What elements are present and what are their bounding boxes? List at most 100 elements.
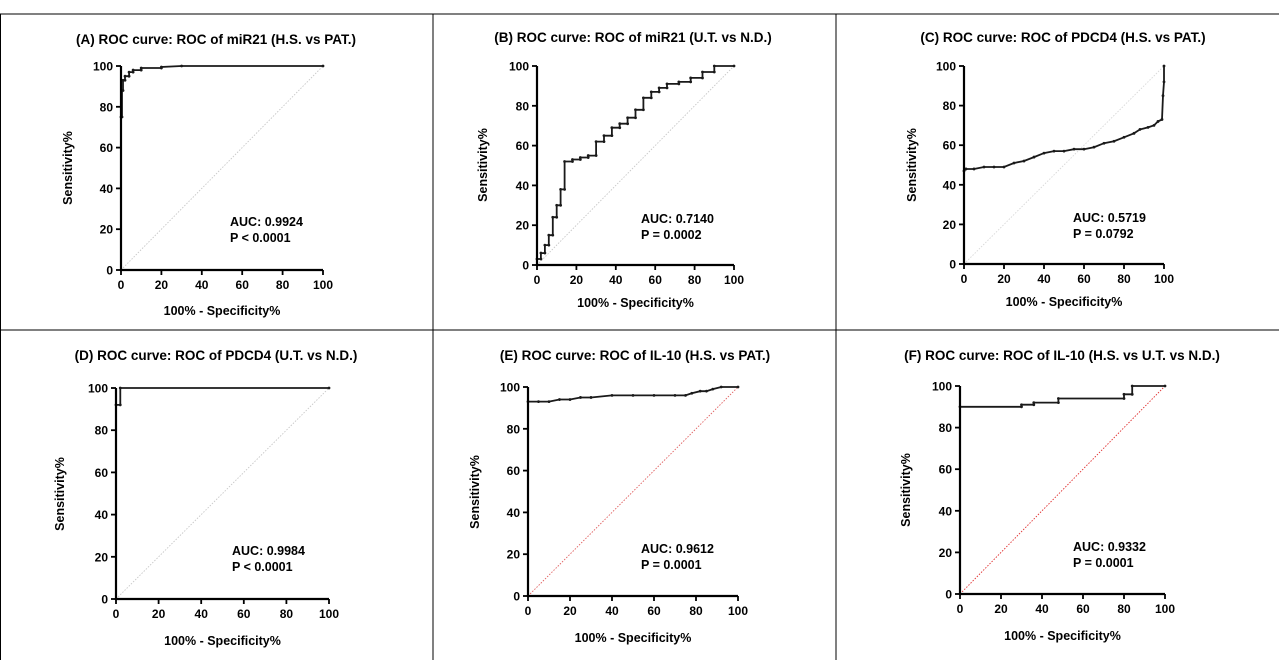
- panel-f-p-value-text: P = 0.0001: [1073, 556, 1134, 570]
- panel-d-y-axis-label: Sensitivity%: [53, 457, 67, 531]
- panel-a-point: [123, 74, 127, 78]
- panel-b-point: [649, 96, 653, 100]
- panel-b-point: [551, 233, 555, 237]
- panel-b-y-tick-label: 100: [509, 60, 529, 74]
- panel-f-y-tick-label: 60: [939, 463, 953, 477]
- panel-b: (B) ROC curve: ROC of miR21 (U.T. vs N.D…: [476, 30, 772, 310]
- panel-e-point: [690, 391, 694, 395]
- panel-b-y-tick-label: 0: [522, 259, 529, 273]
- panel-f-x-tick-label: 0: [957, 602, 964, 616]
- panel-c-point: [1161, 94, 1165, 98]
- panel-c-point: [972, 167, 976, 171]
- panel-f-point: [1032, 401, 1036, 405]
- panel-c-auc-text: AUC: 0.5719: [1073, 211, 1146, 225]
- panel-c-y-tick-label: 100: [936, 60, 956, 74]
- panel-c-x-tick-label: 20: [997, 272, 1011, 286]
- panel-e-point: [547, 400, 551, 404]
- panel-f-point: [1020, 405, 1023, 409]
- panel-e-x-tick-label: 80: [689, 604, 703, 618]
- panel-a-point: [139, 66, 143, 70]
- panel-c-p-value-text: P = 0.0792: [1073, 227, 1134, 241]
- panel-c-point: [1162, 80, 1166, 84]
- panel-f: (F) ROC curve: ROC of IL-10 (H.S. vs U.T…: [899, 348, 1220, 643]
- panel-b-y-tick-label: 20: [516, 219, 530, 233]
- panel-e-point: [652, 393, 656, 397]
- panel-a-auc-text: AUC: 0.9924: [230, 215, 303, 229]
- panel-e-x-tick-label: 40: [605, 604, 619, 618]
- panel-e-reference-line: [527, 386, 739, 597]
- panel-c-point: [1032, 155, 1036, 159]
- panel-d-x-tick-label: 100: [319, 607, 339, 621]
- panel-b-point: [641, 96, 645, 100]
- panel-b-point: [555, 203, 559, 207]
- panel-f-point: [1020, 403, 1023, 407]
- panel-e-point: [736, 385, 740, 389]
- panel-f-y-axis-label: Sensitivity%: [899, 453, 913, 527]
- panel-e-point: [631, 393, 635, 397]
- panel-c-point: [1138, 127, 1142, 131]
- panel-b-point: [610, 126, 614, 130]
- panel-b-point: [665, 82, 669, 86]
- panel-b-point: [649, 90, 653, 94]
- panel-a-x-tick-label: 80: [276, 278, 290, 292]
- panel-d-x-axis-label: 100% - Specificity%: [164, 634, 281, 648]
- panel-b-y-tick-label: 40: [516, 179, 530, 193]
- panel-f-roc-curve: [959, 385, 1165, 594]
- panel-b-y-axis-label: Sensitivity%: [476, 128, 490, 202]
- panel-d-y-tick-label: 0: [101, 593, 108, 607]
- panel-b-point: [677, 80, 681, 84]
- panel-a-point: [123, 78, 127, 82]
- panel-a-point: [160, 65, 163, 69]
- panel-f-point: [1130, 384, 1134, 388]
- panel-b-point: [602, 140, 606, 144]
- panel-f-point: [1057, 397, 1060, 400]
- panel-a-point: [131, 70, 135, 74]
- panel-d-p-value-text: P < 0.0001: [232, 560, 293, 574]
- panel-e-y-tick-label: 60: [507, 464, 521, 478]
- panel-e-point: [719, 385, 723, 389]
- panel-b-point: [610, 134, 614, 138]
- panel-e-point: [684, 393, 687, 397]
- panel-b-p-value-text: P = 0.0002: [641, 228, 702, 242]
- panel-c-point: [1002, 165, 1006, 169]
- panel-e-point: [579, 396, 582, 399]
- panel-e-point: [589, 396, 593, 399]
- panel-b-point: [618, 126, 622, 130]
- panel-b-point: [594, 140, 598, 144]
- panel-b-point: [551, 215, 555, 219]
- panel-d-point: [118, 386, 122, 390]
- panel-e-x-tick-label: 0: [525, 604, 532, 618]
- panel-e-y-tick-label: 80: [507, 422, 521, 436]
- panel-f-point: [1057, 401, 1060, 405]
- panel-c-y-tick-label: 60: [943, 139, 957, 153]
- panel-b-point: [539, 251, 543, 255]
- panel-a-y-tick-label: 100: [93, 60, 113, 74]
- panel-a-x-tick-label: 20: [155, 278, 169, 292]
- panel-e-x-tick-label: 100: [728, 604, 748, 618]
- panel-a: (A) ROC curve: ROC of miR21 (H.S. vs PAT…: [61, 32, 356, 318]
- panel-f-auc-text: AUC: 0.9332: [1073, 540, 1146, 554]
- panel-c-x-tick-label: 40: [1037, 272, 1051, 286]
- panel-e-y-tick-label: 0: [513, 590, 520, 604]
- panel-f-x-axis-label: 100% - Specificity%: [1004, 629, 1121, 643]
- panel-c-point: [1072, 147, 1076, 151]
- panel-c-point: [982, 165, 986, 169]
- panel-f-reference-line: [959, 385, 1166, 595]
- panel-b-point: [594, 154, 598, 157]
- panel-a-y-tick-label: 20: [100, 223, 114, 237]
- panel-b-point: [543, 251, 547, 255]
- panel-c-point: [1012, 161, 1016, 165]
- panel-a-x-tick-label: 100: [313, 278, 333, 292]
- panel-a-x-tick-label: 0: [118, 278, 125, 292]
- panel-c-point: [1112, 139, 1116, 143]
- panel-c-title: (C) ROC curve: ROC of PDCD4 (H.S. vs PAT…: [920, 30, 1205, 45]
- panel-c: (C) ROC curve: ROC of PDCD4 (H.S. vs PAT…: [905, 30, 1206, 309]
- panel-b-point: [571, 160, 574, 163]
- panel-e-x-tick-label: 60: [647, 604, 661, 618]
- panel-c-roc-curve: [963, 66, 1165, 264]
- panel-a-reference-line: [120, 65, 324, 271]
- panel-a-y-tick-label: 60: [100, 141, 114, 155]
- panel-c-point: [1152, 124, 1156, 127]
- panel-c-x-axis-label: 100% - Specificity%: [1006, 295, 1123, 309]
